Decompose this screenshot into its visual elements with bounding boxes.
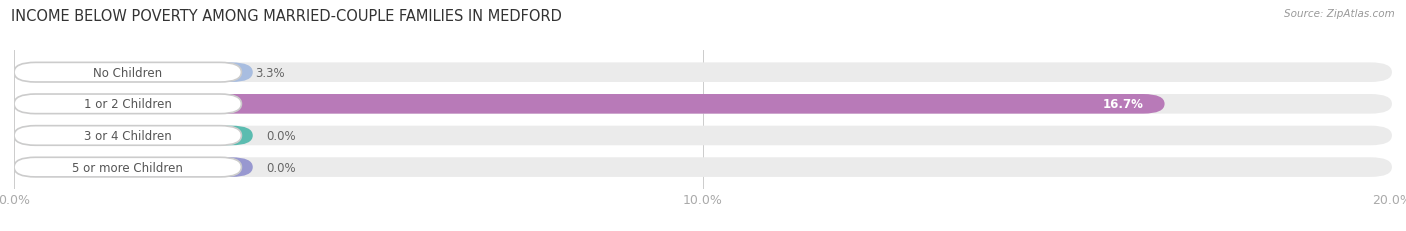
FancyBboxPatch shape — [14, 126, 1392, 146]
FancyBboxPatch shape — [14, 63, 242, 83]
Text: 0.0%: 0.0% — [267, 161, 297, 174]
FancyBboxPatch shape — [14, 95, 1392, 114]
Text: No Children: No Children — [93, 66, 162, 79]
FancyBboxPatch shape — [14, 158, 1392, 177]
FancyBboxPatch shape — [14, 63, 253, 83]
Text: INCOME BELOW POVERTY AMONG MARRIED-COUPLE FAMILIES IN MEDFORD: INCOME BELOW POVERTY AMONG MARRIED-COUPL… — [11, 9, 562, 24]
Text: 3 or 4 Children: 3 or 4 Children — [84, 129, 172, 142]
Text: 3.3%: 3.3% — [256, 66, 285, 79]
Text: Source: ZipAtlas.com: Source: ZipAtlas.com — [1284, 9, 1395, 19]
Text: 0.0%: 0.0% — [267, 129, 297, 142]
FancyBboxPatch shape — [14, 63, 1392, 83]
Text: 5 or more Children: 5 or more Children — [72, 161, 183, 174]
FancyBboxPatch shape — [14, 126, 253, 146]
FancyBboxPatch shape — [14, 95, 1164, 114]
FancyBboxPatch shape — [14, 126, 242, 146]
FancyBboxPatch shape — [14, 95, 242, 114]
Text: 16.7%: 16.7% — [1104, 98, 1144, 111]
Text: 1 or 2 Children: 1 or 2 Children — [84, 98, 172, 111]
FancyBboxPatch shape — [14, 158, 253, 177]
FancyBboxPatch shape — [14, 158, 242, 177]
